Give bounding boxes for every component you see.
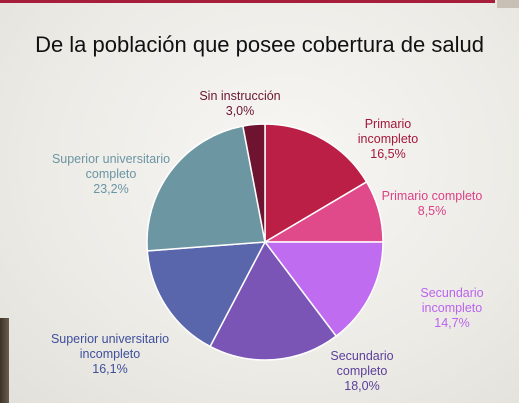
pie-slice-1 — [264, 123, 368, 244]
slice-category-label: Superior universitario — [51, 332, 169, 346]
top-corner-accent — [497, 0, 519, 8]
slice-value-label: 16,5% — [370, 147, 405, 161]
slice-label-7: Sin instrucción 3,0% — [199, 89, 280, 118]
pie-labels: Primario incompleto 16,5%Primario completo… — [51, 89, 484, 393]
slice-value-label: 14,7% — [434, 316, 469, 330]
slice-category-label: Primario — [365, 117, 412, 131]
slice-value-label: 23,2% — [93, 182, 128, 196]
slice-label-5: Superior universitario incompleto 16,1% — [51, 332, 169, 376]
slice-value-label: 8,5% — [418, 204, 447, 218]
slice-category-label: Sin instrucción — [199, 89, 280, 103]
slice-category-label: completo — [337, 364, 388, 378]
slice-label-3: Secundario incompleto 14,7% — [420, 286, 483, 330]
slice-label-1: Primario incompleto 16,5% — [358, 117, 418, 161]
pie-slice-7 — [242, 123, 266, 243]
pie-slice-4 — [209, 240, 338, 361]
top-accent-bar — [0, 0, 495, 3]
slice-label-4: Secundario completo 18,0% — [330, 349, 393, 393]
slice-value-label: 18,0% — [344, 379, 379, 393]
slice-label-2: Primario completo 8,5% — [382, 189, 483, 218]
slice-value-label: 3,0% — [226, 104, 255, 118]
left-image-strip — [0, 318, 9, 403]
slice-category-label: Primario completo — [382, 189, 483, 203]
slice-label-6: Superior universitario completo 23,2% — [52, 152, 170, 196]
slice-category-label: Superior universitario — [52, 152, 170, 166]
slice-value-label: 16,1% — [92, 362, 127, 376]
slice-category-label: incompleto — [422, 301, 482, 315]
slice-category-label: Secundario — [330, 349, 393, 363]
page-title: De la población que posee cobertura de s… — [35, 32, 484, 57]
slice-category-label: Secundario — [420, 286, 483, 300]
pie-slice-5 — [146, 241, 267, 348]
pie-slices — [146, 123, 384, 361]
pie-slice-6 — [146, 125, 266, 252]
slice-category-label: incompleto — [80, 347, 140, 361]
slice-category-label: completo — [86, 167, 137, 181]
slice-category-label: incompleto — [358, 132, 418, 146]
pie-slice-3 — [263, 241, 384, 338]
